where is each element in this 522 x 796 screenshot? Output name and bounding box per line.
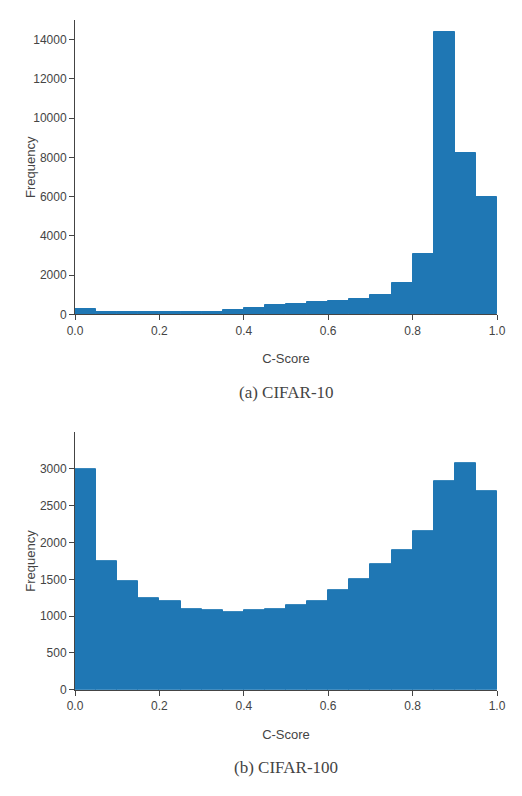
svg-text:0.6: 0.6	[320, 324, 337, 338]
svg-text:(b) CIFAR-100: (b) CIFAR-100	[234, 758, 338, 777]
svg-text:10000: 10000	[33, 111, 67, 125]
svg-text:2000: 2000	[40, 268, 67, 282]
svg-text:8000: 8000	[40, 151, 67, 165]
svg-text:0.8: 0.8	[404, 324, 421, 338]
svg-text:2000: 2000	[40, 536, 67, 550]
svg-text:Frequency: Frequency	[23, 136, 38, 198]
svg-text:1.0: 1.0	[489, 324, 506, 338]
svg-text:0: 0	[60, 308, 67, 322]
svg-text:0.0: 0.0	[67, 324, 84, 338]
svg-text:500: 500	[47, 646, 67, 660]
svg-text:3000: 3000	[40, 462, 67, 476]
svg-text:0.4: 0.4	[235, 699, 252, 713]
svg-text:0.2: 0.2	[151, 699, 168, 713]
svg-text:1000: 1000	[40, 609, 67, 623]
svg-text:C-Score: C-Score	[262, 351, 310, 366]
svg-text:(a) CIFAR-10: (a) CIFAR-10	[239, 383, 334, 402]
svg-text:0.4: 0.4	[235, 324, 252, 338]
svg-text:C-Score: C-Score	[262, 727, 310, 742]
svg-text:0.6: 0.6	[320, 699, 337, 713]
svg-text:0.8: 0.8	[404, 699, 421, 713]
svg-text:0: 0	[60, 683, 67, 697]
svg-text:6000: 6000	[40, 190, 67, 204]
svg-text:12000: 12000	[33, 72, 67, 86]
svg-text:2500: 2500	[40, 499, 67, 513]
svg-text:1500: 1500	[40, 573, 67, 587]
svg-text:4000: 4000	[40, 229, 67, 243]
svg-text:14000: 14000	[33, 33, 67, 47]
svg-text:0.2: 0.2	[151, 324, 168, 338]
svg-text:1.0: 1.0	[489, 699, 506, 713]
svg-text:0.0: 0.0	[67, 699, 84, 713]
svg-text:Frequency: Frequency	[23, 530, 38, 592]
